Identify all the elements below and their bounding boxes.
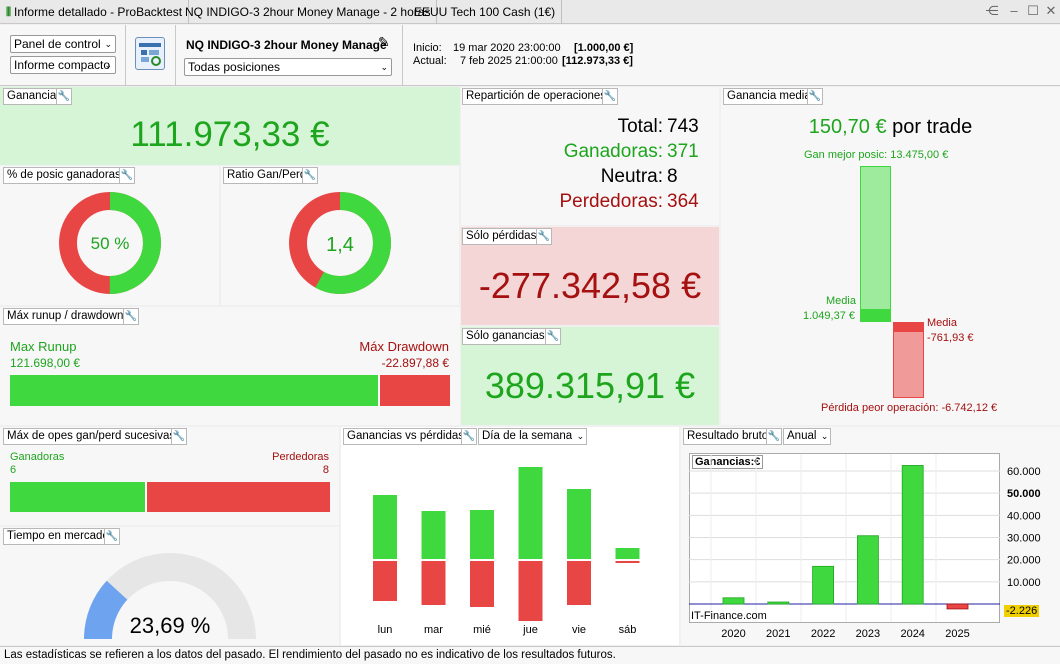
wrench-icon[interactable]: 🔧 [536,228,552,245]
year-bar-2023 [856,535,879,605]
wrench-icon[interactable]: 🔧 [302,167,318,184]
x-tick-label: sáb [619,624,637,636]
ganancia-panel: Ganancia 🔧 111.973,33 € [0,87,460,165]
y-tick-label: 20.000 [1007,555,1041,567]
share-icon[interactable]: ⋲ [985,3,999,18]
chevron-down-icon: ⌄ [576,431,585,441]
runup-panel: Máx runup / drawdown 🔧 Max Runup 121.698… [0,307,460,425]
y-tick-label: 30.000 [1007,533,1041,545]
wrench-icon[interactable]: 🔧 [104,528,120,545]
wrench-icon[interactable]: 🔧 [545,328,561,345]
period-select[interactable]: Anual ⌄ [783,428,832,445]
y-tick-label: 40.000 [1007,510,1041,522]
win-bar-jue [518,467,543,559]
chevron-down-icon: ⌄ [104,60,112,70]
loss-bar-sáb [615,561,640,563]
positions-select[interactable]: Todas posiciones ⌄ [184,58,392,76]
year-bar-2020 [722,597,745,605]
wrench-icon[interactable]: 🔧 [119,167,135,184]
loss-bar-vie [567,561,591,605]
ratio-donut [289,192,391,294]
sucesivas-panel: Máx de opes gan/perd sucesivas 🔧 Ganador… [0,427,339,525]
sucesivas-fill [10,482,148,512]
wrench-icon[interactable]: 🔧 [602,88,618,105]
win-bar-vie [567,489,591,559]
runup-fill [10,375,381,406]
chevron-down-icon: ⌄ [820,431,829,441]
wrench-icon[interactable]: 🔧 [123,308,139,325]
x-tick-label: mié [473,624,491,636]
wrench-icon[interactable]: 🔧 [807,88,823,105]
ganancia-value: 111.973,33 € [130,115,330,154]
tab-detailed-report[interactable]: ⫴ Informe detallado - ProBacktest [0,0,190,24]
chevron-down-icon: ⌄ [380,62,388,72]
weekday-bar-chart: lun mar mié jue vie sáb [373,467,640,636]
loss-bar-lun [373,561,397,601]
reparticion-panel: Repartición de operaciones 🔧 Total: 743 … [461,87,719,225]
strategy-name: NQ INDIGO-3 2hour Money Manage [186,38,387,52]
ganancia-media-panel: Ganancia media 🔧 150,70 € por trade Gan … [721,87,1060,425]
pct-ganadoras-panel: % de posic ganadoras 🔧 50 % [0,166,219,305]
minimize-icon[interactable]: – [1010,3,1018,18]
loss-bar-jue [518,561,543,621]
x-tick-label: vie [572,624,586,636]
maximize-icon[interactable]: ☐ [1027,3,1039,18]
tab-instrument[interactable]: EEUU Tech 100 Cash (1€) [408,0,563,24]
tab-strategy[interactable]: NQ INDIGO-3 2hour Money Manage - 2 horas [179,0,438,24]
ganancias-vs-perdidas-panel: Ganancias vs pérdidas 🔧 Día de la semana… [341,427,679,645]
tiempo-gauge [83,553,256,640]
wrench-icon[interactable]: 🔧 [171,428,187,445]
weekday-select[interactable]: Día de la semana ⌄ [478,428,588,445]
resultado-bruto-panel: Resultado bruto 🔧 Anual ⌄ Ganancias:€ 60.… [681,427,1060,645]
loss-bar-mar [421,561,446,605]
loss-bar-mié [470,561,494,607]
ratio-panel: Ratio Gan/Perd 🔧 1,4 [221,166,459,305]
x-tick-label: 2024 [900,628,924,640]
media-loss-bar [893,322,924,332]
wrench-icon[interactable]: 🔧 [461,428,477,445]
year-bar-2022 [812,565,835,605]
report-settings-icon[interactable] [135,37,165,70]
y-tick-label: 10.000 [1007,577,1041,589]
close-icon[interactable]: ✕ [1045,3,1057,18]
x-tick-label: 2020 [721,628,745,640]
disclaimer: Las estadísticas se refieren a los datos… [0,646,1060,664]
last-value-badge: -2.226 [1004,604,1040,617]
runup-drawdown-bar [10,375,450,406]
solo-perdidas-panel: Sólo pérdidas 🔧 -277.342,58 € [461,227,719,325]
candlestick-icon: ⫴ [6,5,12,19]
win-bar-sáb [615,548,640,559]
annual-bar-chart: 60.000 50.000 40.000 30.000 20.000 10.000 2020… [689,454,1041,640]
x-tick-label: 2021 [766,628,790,640]
x-tick-label: lun [378,624,393,636]
media-win-bar [860,309,891,322]
view-select[interactable]: Panel de control ⌄ [10,35,116,53]
toolbar: Panel de control ⌄ Informe compacto ⌄ NQ I… [0,25,1060,86]
y-tick-label: 50.000 [1007,488,1041,500]
y-tick-label: 60.000 [1007,466,1041,478]
report-select[interactable]: Informe compacto ⌄ [10,56,116,74]
wrench-icon[interactable]: 🔧 [56,88,72,105]
best-win-bar [860,166,891,322]
x-tick-label: 2023 [856,628,880,640]
chevron-down-icon: ⌄ [104,39,112,49]
year-bar-2025 [946,603,969,610]
year-bar-2021 [767,601,790,605]
edit-icon[interactable]: ✎ [378,34,390,50]
x-tick-label: 2022 [811,628,835,640]
x-tick-label: mar [424,624,443,636]
sucesivas-bar [10,482,330,512]
win-bar-mié [470,510,494,559]
worst-loss-bar [893,322,924,398]
x-tick-label: jue [522,624,538,636]
solo-ganancias-panel: Sólo ganancias 🔧 389.315,91 € [461,327,719,425]
win-bar-lun [373,495,397,559]
win-bar-mar [421,511,446,559]
year-bar-2024 [901,465,924,605]
tiempo-panel: Tiempo en mercado 🔧 23,69 % [0,527,339,645]
wrench-icon[interactable]: 🔧 [766,428,782,445]
x-tick-label: 2025 [945,628,969,640]
tab-bar: ⫴ Informe detallado - ProBacktest NQ INDI… [0,0,1060,24]
pct-ganadoras-donut [59,192,161,294]
